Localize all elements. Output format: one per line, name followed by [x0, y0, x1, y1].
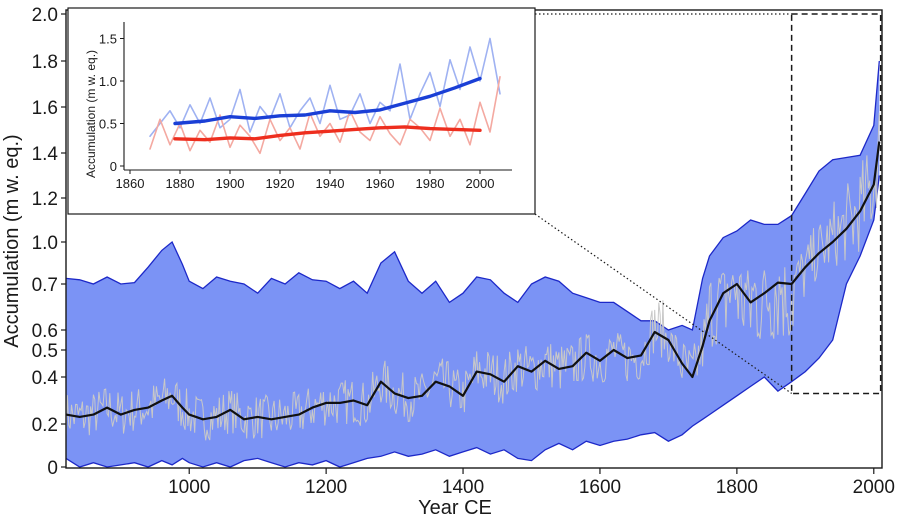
main-y-tick-label: 0.4: [32, 368, 59, 389]
zoom-connector-bottom: [534, 213, 792, 394]
annual-accumulation-line: [65, 112, 880, 441]
inset-y-tick-label: 0.5: [99, 117, 117, 132]
main-x-tick-label: 1000: [168, 477, 210, 498]
main-y-tick-label: 0.5: [32, 341, 58, 362]
main-y-tick-label: 2.0: [32, 5, 58, 26]
main-y-tick-label: 1.8: [32, 52, 58, 73]
main-y-tick-label: 0.6: [32, 321, 58, 342]
inset-series: [149, 37, 501, 155]
main-y-axis-title: Accumulation (m w. eq.): [1, 134, 23, 347]
uncertainty-band-area: [66, 61, 880, 467]
main-y-tick-label: 1.4: [32, 144, 59, 165]
band-upper-edge: [65, 60, 880, 331]
main-x-tick-label: 1800: [716, 477, 758, 498]
main-x-tick-label: 2000: [853, 477, 895, 498]
inset-smoothed-line-3: [173, 125, 482, 142]
inset-x-tick-label: 1900: [216, 176, 245, 191]
inset-x-tick-label: 1860: [116, 176, 145, 191]
inset-y-tick-label: 1.5: [99, 32, 117, 47]
main-x-tick-label: 1600: [579, 477, 621, 498]
main-y-tick-label: 1.6: [32, 98, 58, 119]
inset-chart: 0 0.5 1.0 1.5 1860 1880 1900 1920 1940 1960 1980 20…: [67, 7, 536, 215]
inset-smoothed-line-2: [173, 76, 482, 126]
main-mean-series: [65, 141, 881, 421]
zoom-region-box: [790, 13, 882, 395]
inset-y-tick-label: 0: [110, 159, 117, 174]
zoom-indicator: [534, 13, 882, 395]
main-y-tick-label: 0.7: [32, 275, 58, 296]
inset-x-tick-label: 1920: [266, 176, 295, 191]
inset-y-axis-title: Accumulation (m w. eq.): [84, 50, 98, 178]
inset-axes: 0 0.5 1.0 1.5 1860 1880 1900 1920 1940 1960 1980 20…: [99, 22, 512, 191]
main-y-tick-label: 0: [47, 458, 58, 479]
inset-background: [67, 7, 536, 215]
inset-x-tick-label: 1880: [166, 176, 195, 191]
main-annual-series: [65, 112, 880, 441]
inset-x-tick-label: 1940: [316, 176, 345, 191]
main-y-tick-label: 0.2: [32, 415, 58, 436]
inset-x-tick-label: 1980: [416, 176, 445, 191]
main-y-tick-label: 1.2: [32, 189, 58, 210]
main-x-tick-label: 1400: [442, 477, 484, 498]
band-lower-edge: [65, 175, 880, 468]
main-uncertainty-band: [65, 60, 880, 468]
inset-x-tick-label: 1960: [366, 176, 395, 191]
main-x-tick-label: 1200: [305, 477, 347, 498]
main-y-tick-label: 1.0: [32, 233, 58, 254]
inset-x-tick-label: 2000: [466, 176, 495, 191]
inset-annual-line-0: [149, 37, 501, 138]
inset-y-tick-label: 1.0: [99, 74, 117, 89]
mean-accumulation-line: [65, 141, 881, 421]
main-x-axis-title: Year CE: [418, 497, 492, 519]
